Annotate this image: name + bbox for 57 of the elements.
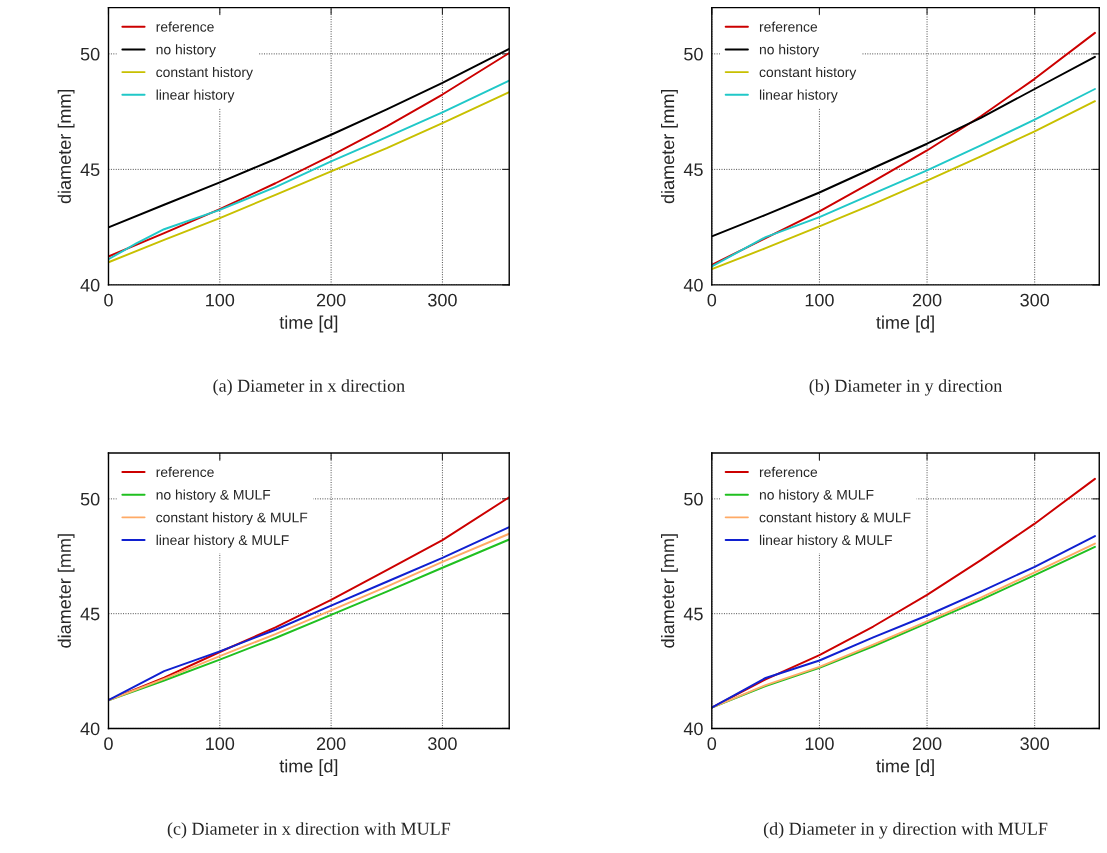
legend-label: reference [759,466,818,478]
y-tick-label: 40 [80,722,100,736]
y-axis-title: diameter [mm] [57,534,75,648]
x-axis-title: time [d] [876,759,934,777]
x-tick-label: 300 [1020,293,1050,307]
legend-label: constant history [156,66,253,80]
text: (d) Diameter in y direction with MULF [763,822,1048,839]
y-tick-label: 40 [80,278,100,292]
x-axis-title: time [d] [279,315,338,333]
legend-label: linear history [156,89,235,103]
y-axis-title: diameter [mm] [661,534,678,648]
y-tick-label: 50 [684,47,703,61]
text: (c) Diameter in x direction with MULF [167,822,451,839]
text: (a) Diameter in x direction [213,379,405,396]
x-tick-label: 200 [316,737,346,751]
legend-label: constant history [759,66,857,80]
legend-label: reference [156,466,214,478]
x-tick-label: 200 [912,737,942,751]
y-tick-label: 45 [683,163,703,177]
x-axis-title: time [d] [876,315,934,333]
y-axis-title: diameter [mm] [661,89,678,204]
x-tick-label: 0 [707,737,717,751]
x-tick-label: 100 [805,293,834,307]
x-tick-label: 0 [104,293,113,307]
text: (b) Diameter in y direction [809,379,1003,396]
x-tick-label: 100 [206,293,235,307]
legend-label: linear history & MULF [759,534,892,548]
y-tick-label: 50 [684,492,703,506]
legend-label: no history [759,44,820,58]
x-axis-title: time [d] [279,759,338,777]
y-tick-label: 40 [683,278,703,292]
x-tick-label: 100 [805,737,834,751]
x-tick-label: 0 [707,293,717,307]
legend-label: no history & MULF [759,489,874,503]
y-tick-label: 45 [683,607,703,621]
x-tick-label: 0 [104,737,113,751]
x-tick-label: 300 [428,293,457,307]
x-tick-label: 200 [316,293,346,307]
x-tick-label: 300 [428,737,457,751]
legend-label: linear history [759,89,838,103]
y-tick-label: 45 [80,607,100,621]
x-tick-label: 200 [912,293,942,307]
x-tick-label: 300 [1020,737,1050,751]
legend-label: reference [156,21,214,32]
legend-label: reference [759,21,818,32]
legend-label: constant history & MULF [156,512,308,526]
legend-label: no history & MULF [156,489,271,503]
y-axis-title: diameter [mm] [57,89,75,204]
x-tick-label: 100 [206,737,235,751]
legend-label: no history [156,44,216,58]
legend-label: constant history & MULF [759,512,911,526]
y-tick-label: 50 [80,47,100,61]
legend-label: linear history & MULF [156,534,289,548]
y-tick-label: 50 [80,492,100,506]
line-series [711,31,1096,266]
y-tick-label: 40 [683,722,703,736]
y-tick-label: 45 [80,163,100,177]
